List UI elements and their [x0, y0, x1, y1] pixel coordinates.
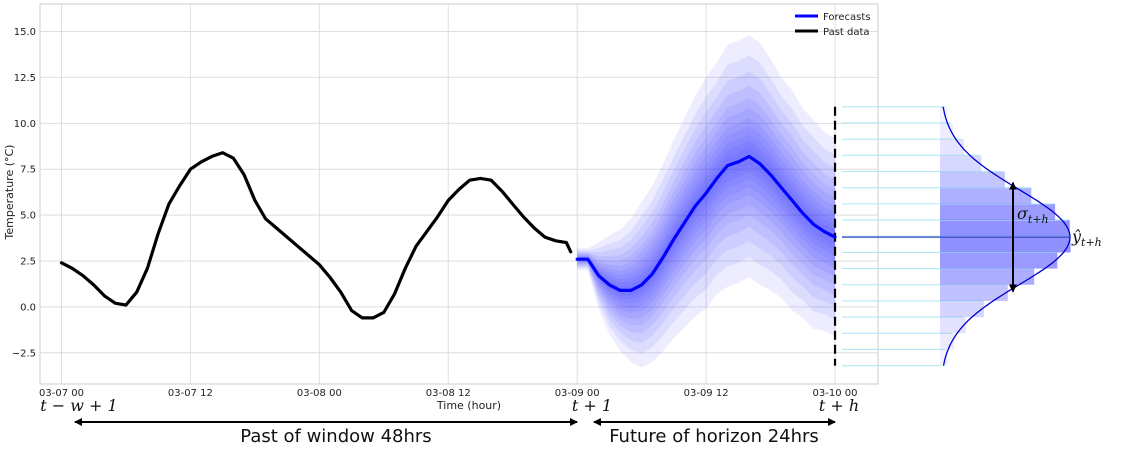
y-tick-label: 5.0 — [20, 211, 36, 222]
gaussian-density-strip — [940, 317, 966, 334]
forecast-band-layer — [577, 107, 835, 320]
future-horizon-label: Future of horizon 24hrs — [609, 426, 819, 447]
gaussian-distribution — [842, 106, 1071, 367]
x-tick-label: 03-09 00 — [555, 388, 600, 399]
past-data-line — [59, 151, 573, 320]
gaussian-density-strip — [940, 268, 1035, 285]
gaussian-density-strip — [940, 252, 1058, 269]
x-tick-label: 03-07 00 — [39, 388, 84, 399]
x-tick-label: 03-08 12 — [426, 388, 471, 399]
forecast-band-layer — [577, 97, 835, 325]
forecast-band-layer — [577, 85, 835, 334]
y-tick-label: 2.5 — [20, 257, 36, 268]
forecast-band-layer — [577, 118, 835, 313]
yhat-label: ŷt+h — [1071, 227, 1102, 249]
y-axis-label: Temperature (°C) — [3, 145, 16, 241]
annotation-t-plus-1: t + 1 — [572, 396, 612, 415]
y-tick-label: 7.5 — [20, 165, 36, 176]
gaussian-curve — [942, 106, 1071, 366]
plot-area — [39, 3, 879, 385]
annotation-t-plus-h: t + h — [819, 396, 859, 415]
x-tick-label: 03-08 00 — [297, 388, 342, 399]
gaussian-density-strip — [940, 220, 1070, 237]
gaussian-density-strip — [940, 139, 965, 156]
series-lines — [59, 151, 837, 320]
legend-label-past-data: Past data — [823, 27, 870, 38]
y-tick-label: 12.5 — [14, 73, 36, 84]
forecast-band-layer — [577, 55, 835, 354]
gaussian-density-strip — [940, 284, 1008, 301]
x-tick-label: 03-07 12 — [168, 388, 213, 399]
legend-label-forecasts: Forecasts — [823, 12, 871, 23]
gaussian-density-strip — [940, 171, 1005, 188]
gaussian-density-strip — [940, 106, 947, 123]
yhat-subscript: t+h — [1081, 236, 1102, 249]
gaussian-density-strip — [940, 349, 948, 366]
legend: Forecasts Past data — [795, 12, 871, 38]
y-tick-label: 0.0 — [20, 302, 36, 313]
sigma-subscript: t+h — [1028, 213, 1049, 226]
past-window-label: Past of window 48hrs — [240, 426, 431, 447]
gaussian-density-strip — [940, 300, 984, 318]
sigma-label: σt+h — [1017, 204, 1049, 226]
x-tick-label: 03-10 00 — [813, 388, 858, 399]
y-tick-label: −2.5 — [12, 348, 36, 359]
y-tick-label: 10.0 — [14, 119, 36, 130]
gaussian-density-strip — [940, 236, 1071, 253]
forecast-band-layer — [577, 141, 835, 300]
forecast-band-layer — [577, 126, 835, 309]
gaussian-density-strip — [940, 203, 1056, 221]
x-tick-label: 03-09 12 — [684, 388, 729, 399]
forecast-line — [575, 154, 837, 292]
axis-ticks: 03-07 00 03-07 12 03-08 00 03-08 12 03-09 00… — [12, 27, 858, 399]
gaussian-density-strip — [940, 187, 1032, 204]
forecast-band-layer — [577, 71, 835, 343]
y-tick-label: 15.0 — [14, 27, 36, 38]
sigma-base: σ — [1017, 204, 1029, 223]
x-axis-label: Time (hour) — [436, 399, 501, 412]
gaussian-density-strip — [940, 155, 982, 172]
annotation-t-minus-w: t − w + 1 — [40, 396, 117, 415]
yhat-base: ŷ — [1071, 227, 1082, 246]
